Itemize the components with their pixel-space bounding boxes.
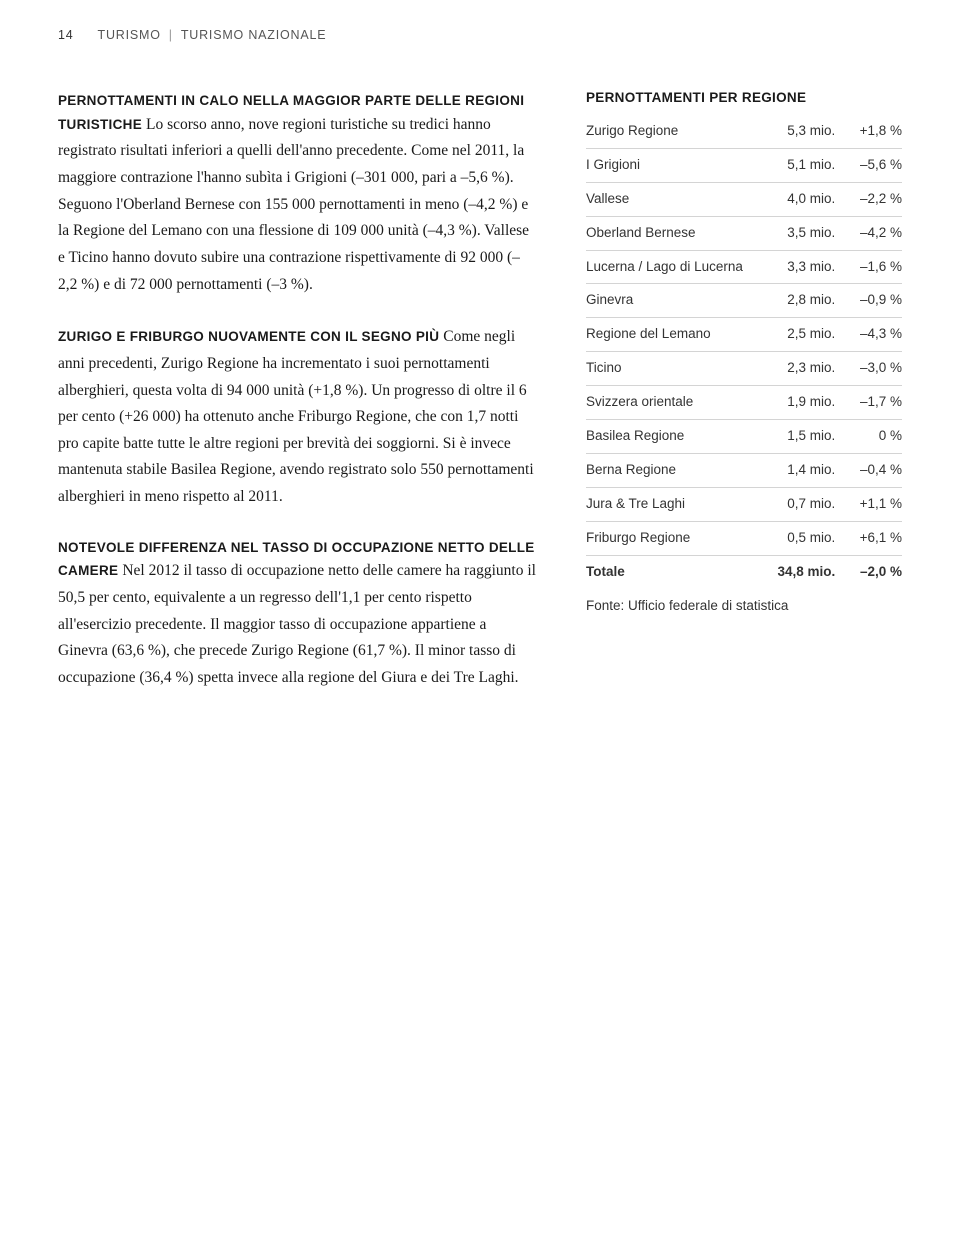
- change-cell: +1,1 %: [853, 487, 902, 521]
- change-cell: +1,8 %: [853, 115, 902, 148]
- table-row: Ticino2,3 mio.–3,0 %: [586, 352, 902, 386]
- value-cell: 1,4 mio.: [766, 453, 853, 487]
- region-cell: Totale: [586, 555, 766, 588]
- change-cell: +6,1 %: [853, 521, 902, 555]
- value-cell: 5,3 mio.: [766, 115, 853, 148]
- page-number: 14: [58, 28, 74, 42]
- change-cell: –4,2 %: [853, 216, 902, 250]
- section-body: Nel 2012 il tasso di occupazione netto d…: [58, 562, 536, 686]
- table-row: Berna Regione1,4 mio.–0,4 %: [586, 453, 902, 487]
- value-cell: 2,5 mio.: [766, 318, 853, 352]
- region-cell: Friburgo Regione: [586, 521, 766, 555]
- header-subsection: TURISMO NAZIONALE: [181, 28, 327, 42]
- table-row: Lucerna / Lago di Lucerna3,3 mio.–1,6 %: [586, 250, 902, 284]
- right-column: PERNOTTAMENTI PER REGIONE Zurigo Regione…: [586, 90, 902, 718]
- table-row: Zurigo Regione5,3 mio.+1,8 %: [586, 115, 902, 148]
- section-body: Lo scorso anno, nove regioni turistiche …: [58, 116, 529, 293]
- section-zurigo-friburgo: ZURIGO E FRIBURGO NUOVAMENTE CON IL SEGN…: [58, 324, 538, 511]
- region-cell: Lucerna / Lago di Lucerna: [586, 250, 766, 284]
- content-columns: PERNOTTAMENTI IN CALO NELLA MAGGIOR PART…: [58, 90, 902, 718]
- change-cell: –2,0 %: [853, 555, 902, 588]
- value-cell: 1,5 mio.: [766, 420, 853, 454]
- region-cell: Berna Regione: [586, 453, 766, 487]
- pernottamenti-table: Zurigo Regione5,3 mio.+1,8 %I Grigioni5,…: [586, 115, 902, 588]
- section-body: Come negli anni precedenti, Zurigo Regio…: [58, 328, 534, 505]
- region-cell: Zurigo Regione: [586, 115, 766, 148]
- value-cell: 1,9 mio.: [766, 386, 853, 420]
- table-row: Svizzera orientale1,9 mio.–1,7 %: [586, 386, 902, 420]
- region-cell: Oberland Bernese: [586, 216, 766, 250]
- value-cell: 0,5 mio.: [766, 521, 853, 555]
- region-cell: Vallese: [586, 182, 766, 216]
- header-separator: |: [169, 28, 173, 42]
- value-cell: 3,5 mio.: [766, 216, 853, 250]
- table-title: PERNOTTAMENTI PER REGIONE: [586, 90, 902, 105]
- region-cell: Ginevra: [586, 284, 766, 318]
- table-row: Friburgo Regione0,5 mio.+6,1 %: [586, 521, 902, 555]
- region-cell: Svizzera orientale: [586, 386, 766, 420]
- table-row: Regione del Lemano2,5 mio.–4,3 %: [586, 318, 902, 352]
- value-cell: 5,1 mio.: [766, 148, 853, 182]
- table-row: Jura & Tre Laghi0,7 mio.+1,1 %: [586, 487, 902, 521]
- value-cell: 2,8 mio.: [766, 284, 853, 318]
- value-cell: 4,0 mio.: [766, 182, 853, 216]
- table-total-row: Totale34,8 mio.–2,0 %: [586, 555, 902, 588]
- value-cell: 34,8 mio.: [766, 555, 853, 588]
- change-cell: 0 %: [853, 420, 902, 454]
- table-source: Fonte: Ufficio federale di statistica: [586, 598, 902, 613]
- value-cell: 3,3 mio.: [766, 250, 853, 284]
- change-cell: –2,2 %: [853, 182, 902, 216]
- value-cell: 0,7 mio.: [766, 487, 853, 521]
- table-row: Vallese4,0 mio.–2,2 %: [586, 182, 902, 216]
- change-cell: –1,6 %: [853, 250, 902, 284]
- region-cell: Ticino: [586, 352, 766, 386]
- change-cell: –1,7 %: [853, 386, 902, 420]
- change-cell: –4,3 %: [853, 318, 902, 352]
- value-cell: 2,3 mio.: [766, 352, 853, 386]
- change-cell: –0,4 %: [853, 453, 902, 487]
- change-cell: –3,0 %: [853, 352, 902, 386]
- table-row: Ginevra2,8 mio.–0,9 %: [586, 284, 902, 318]
- region-cell: Basilea Regione: [586, 420, 766, 454]
- section-heading: ZURIGO E FRIBURGO NUOVAMENTE CON IL SEGN…: [58, 329, 439, 344]
- change-cell: –5,6 %: [853, 148, 902, 182]
- table-row: Oberland Bernese3,5 mio.–4,2 %: [586, 216, 902, 250]
- running-header: 14 TURISMO | TURISMO NAZIONALE: [58, 28, 902, 42]
- table-row: Basilea Regione1,5 mio.0 %: [586, 420, 902, 454]
- section-tasso-occupazione: NOTEVOLE DIFFERENZA NEL TASSO DI OCCUPAZ…: [58, 537, 538, 692]
- header-section: TURISMO: [98, 28, 161, 42]
- region-cell: Jura & Tre Laghi: [586, 487, 766, 521]
- table-row: I Grigioni5,1 mio.–5,6 %: [586, 148, 902, 182]
- change-cell: –0,9 %: [853, 284, 902, 318]
- left-column: PERNOTTAMENTI IN CALO NELLA MAGGIOR PART…: [58, 90, 538, 718]
- region-cell: Regione del Lemano: [586, 318, 766, 352]
- region-cell: I Grigioni: [586, 148, 766, 182]
- section-pernottamenti-calo: PERNOTTAMENTI IN CALO NELLA MAGGIOR PART…: [58, 90, 538, 298]
